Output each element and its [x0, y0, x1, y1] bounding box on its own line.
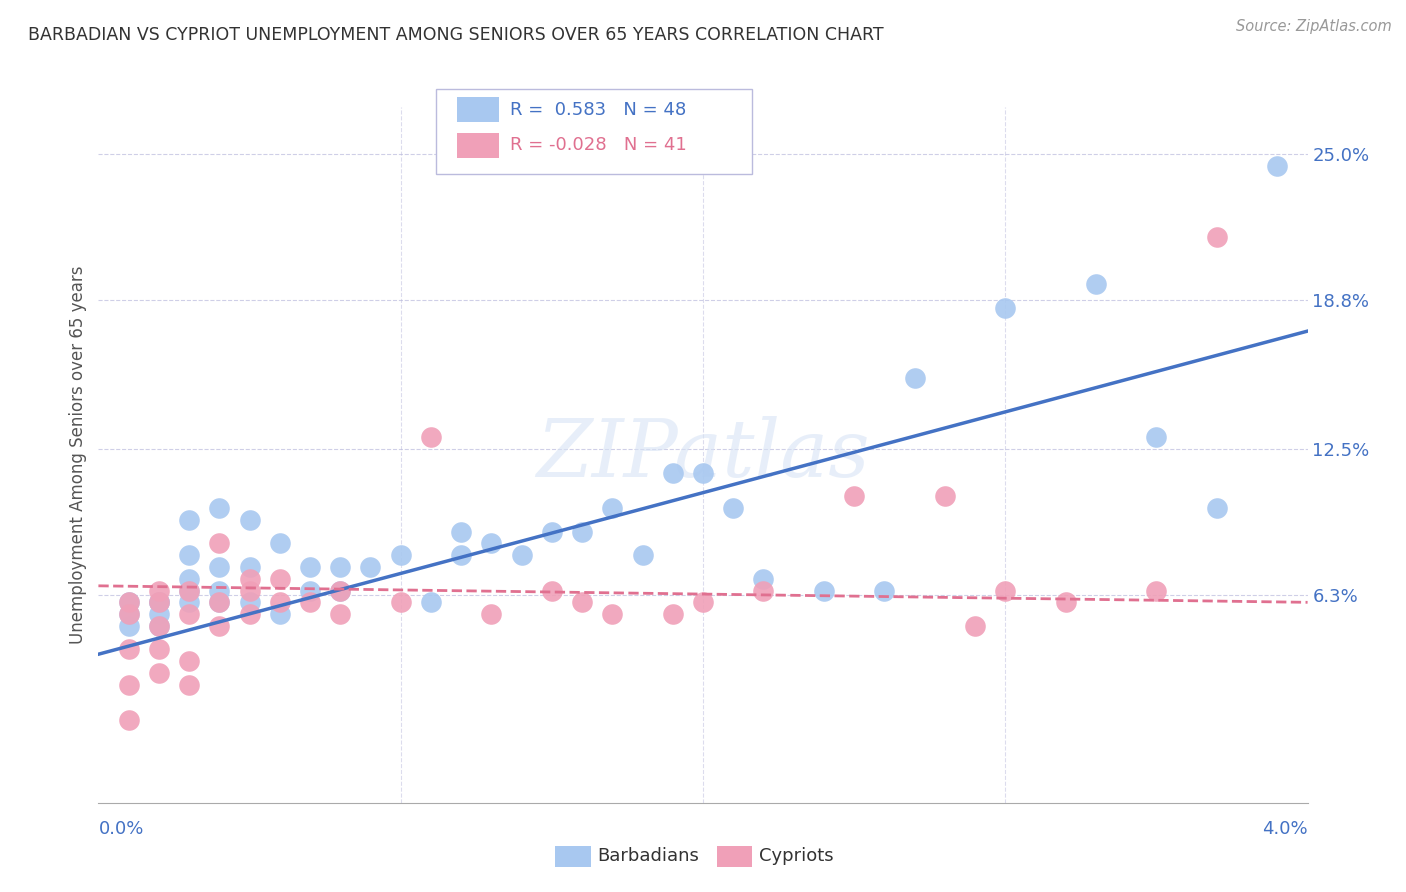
Point — [118, 642, 141, 657]
Point — [752, 583, 775, 598]
Point — [1205, 229, 1229, 244]
Point — [994, 301, 1017, 315]
Point — [269, 607, 291, 621]
Point — [510, 548, 533, 562]
Point — [148, 666, 170, 681]
Point — [239, 595, 262, 609]
Point — [239, 583, 262, 598]
Point — [329, 607, 352, 621]
Point — [118, 619, 141, 633]
Point — [208, 583, 231, 598]
Point — [419, 430, 441, 444]
Point — [148, 595, 170, 609]
Point — [179, 572, 201, 586]
Point — [692, 466, 714, 480]
Point — [299, 595, 322, 609]
Point — [118, 713, 141, 727]
Point — [723, 500, 745, 515]
Point — [239, 513, 262, 527]
Point — [479, 607, 503, 621]
Point — [661, 466, 683, 480]
Point — [148, 607, 170, 621]
Point — [389, 595, 412, 609]
Point — [148, 642, 170, 657]
Point — [179, 678, 201, 692]
Text: Barbadians: Barbadians — [598, 847, 699, 865]
Point — [844, 489, 866, 503]
Text: Cypriots: Cypriots — [759, 847, 834, 865]
Point — [148, 595, 170, 609]
Point — [1205, 500, 1229, 515]
Y-axis label: Unemployment Among Seniors over 65 years: Unemployment Among Seniors over 65 years — [69, 266, 87, 644]
Point — [329, 583, 352, 598]
Point — [419, 595, 441, 609]
Point — [903, 371, 925, 385]
Point — [540, 524, 562, 539]
Text: 0.0%: 0.0% — [98, 820, 143, 838]
Point — [661, 607, 683, 621]
Point — [239, 572, 262, 586]
Point — [239, 607, 262, 621]
Point — [934, 489, 956, 503]
Point — [179, 513, 201, 527]
Point — [389, 548, 412, 562]
Point — [873, 583, 896, 598]
Point — [450, 524, 472, 539]
Point — [208, 560, 231, 574]
Point — [631, 548, 654, 562]
Point — [179, 595, 201, 609]
Point — [602, 607, 624, 621]
Point — [148, 619, 170, 633]
Point — [269, 536, 291, 550]
Point — [479, 536, 503, 550]
Point — [813, 583, 835, 598]
Text: 4.0%: 4.0% — [1263, 820, 1308, 838]
Point — [965, 619, 987, 633]
Text: BARBADIAN VS CYPRIOT UNEMPLOYMENT AMONG SENIORS OVER 65 YEARS CORRELATION CHART: BARBADIAN VS CYPRIOT UNEMPLOYMENT AMONG … — [28, 26, 884, 44]
Point — [239, 560, 262, 574]
Point — [148, 595, 170, 609]
Point — [752, 572, 775, 586]
Point — [179, 548, 201, 562]
Point — [179, 583, 201, 598]
Point — [148, 619, 170, 633]
Point — [208, 595, 231, 609]
Point — [1085, 277, 1108, 291]
Point — [1144, 430, 1167, 444]
Point — [571, 524, 593, 539]
Point — [269, 595, 291, 609]
Point — [179, 583, 201, 598]
Point — [329, 583, 352, 598]
Point — [571, 595, 593, 609]
Point — [299, 583, 322, 598]
Point — [118, 595, 141, 609]
Point — [118, 607, 141, 621]
Point — [179, 654, 201, 668]
Point — [299, 560, 322, 574]
Point — [208, 500, 231, 515]
Point — [540, 583, 562, 598]
Point — [208, 619, 231, 633]
Point — [692, 595, 714, 609]
Point — [208, 536, 231, 550]
Point — [148, 583, 170, 598]
Point — [1054, 595, 1077, 609]
Text: Source: ZipAtlas.com: Source: ZipAtlas.com — [1236, 20, 1392, 34]
Point — [329, 560, 352, 574]
Text: ZIPatlas: ZIPatlas — [536, 417, 870, 493]
Point — [1265, 159, 1288, 173]
Point — [118, 595, 141, 609]
Point — [208, 595, 231, 609]
Point — [994, 583, 1017, 598]
Point — [450, 548, 472, 562]
Point — [179, 607, 201, 621]
Point — [1144, 583, 1167, 598]
Point — [118, 607, 141, 621]
Point — [118, 678, 141, 692]
Point — [602, 500, 624, 515]
Text: R = -0.028   N = 41: R = -0.028 N = 41 — [510, 136, 688, 154]
Point — [269, 572, 291, 586]
Point — [359, 560, 381, 574]
Text: R =  0.583   N = 48: R = 0.583 N = 48 — [510, 101, 686, 119]
